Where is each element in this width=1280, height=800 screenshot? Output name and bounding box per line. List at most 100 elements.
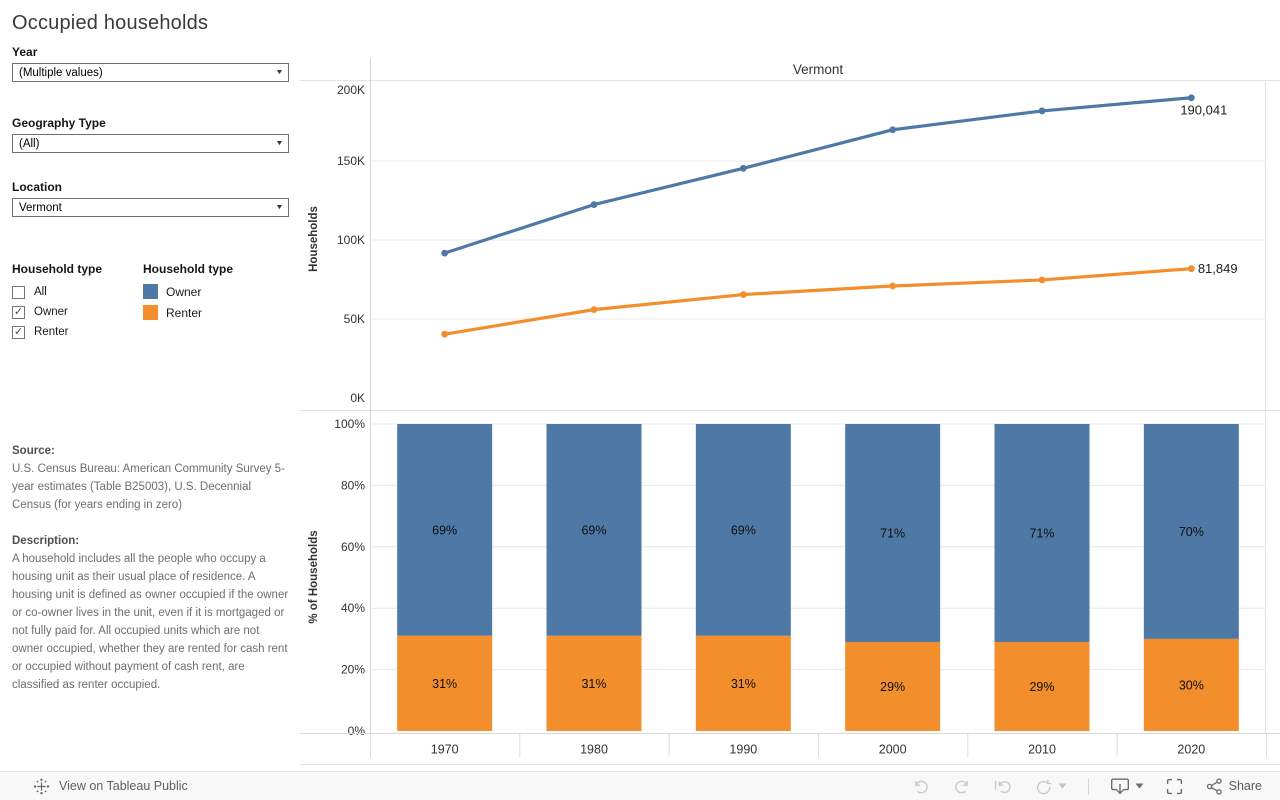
geography-filter-label: Geography Type [12,116,106,130]
fullscreen-button[interactable] [1165,777,1184,796]
household-option-renter[interactable]: ✓ Renter [12,322,132,342]
location-dropdown[interactable]: Vermont ▼ [12,198,289,217]
bar-owner-1990[interactable] [695,424,791,636]
line-point-owner-1970[interactable] [441,249,449,257]
line-point-owner-1980[interactable] [590,201,598,209]
household-type-filter: Household type All ✓ Owner ✓ Renter [12,262,132,342]
bar-owner-1980[interactable] [546,424,642,636]
checkbox-label: All [34,286,47,298]
line-point-owner-2020[interactable] [1187,94,1195,102]
filter-year: Year (Multiple values) ▼ [12,45,289,82]
checkbox-unchecked-icon[interactable] [12,285,25,299]
chevron-down-icon: ▼ [275,140,284,147]
bar-renter-2020[interactable] [1143,638,1239,731]
refresh-button[interactable] [1034,778,1067,795]
y-tick-label: 200K [337,83,365,97]
reset-button[interactable] [993,778,1013,795]
undo-button[interactable] [911,778,931,795]
legend-item-label: Owner [166,284,202,299]
household-filter-label: Household type [12,262,103,276]
line-point-renter-2010[interactable] [1038,276,1046,284]
fullscreen-icon [1166,778,1182,794]
bar-renter-1990[interactable] [695,635,791,731]
view-on-tableau-public-button[interactable]: View on Tableau Public [33,778,188,795]
year-dropdown[interactable]: (Multiple values) ▼ [12,63,289,82]
legend-swatch-icon [143,284,158,299]
chevron-down-icon: ▼ [275,204,284,211]
share-button[interactable]: Share [1205,777,1262,796]
legend-item-renter[interactable]: Renter [143,302,283,323]
household-option-all[interactable]: All [12,282,132,302]
bar-renter-label: 30% [1179,678,1204,692]
bar-renter-2010[interactable] [994,641,1090,731]
undo-icon [914,780,928,793]
source-text: U.S. Census Bureau: American Community S… [12,463,285,511]
bar-owner-1970[interactable] [397,424,493,636]
toolbar-divider [1087,777,1089,795]
y-tick-label: 0% [348,724,366,738]
bar-renter-1980[interactable] [546,635,642,731]
share-label: Share [1228,779,1262,793]
filter-location: Location Vermont ▼ [12,180,289,217]
y-axis-title-households: Households [308,206,320,272]
line-point-renter-1970[interactable] [441,330,449,338]
line-point-owner-2010[interactable] [1038,107,1046,115]
bar-renter-1970[interactable] [397,635,493,731]
bar-owner-2010[interactable] [994,424,1090,642]
source-note: Source: U.S. Census Bureau: American Com… [12,442,293,514]
y-tick-label: 50K [344,312,365,326]
year-filter-label: Year [12,45,38,59]
chevron-down-icon [1058,783,1067,789]
x-tick-label-1990: 1990 [729,743,757,757]
download-icon [1110,778,1129,795]
refresh-icon [1036,779,1051,794]
line-point-renter-1990[interactable] [739,291,747,298]
checkbox-label: Owner [34,306,68,318]
bar-renter-label: 29% [1029,680,1054,694]
bar-owner-2020[interactable] [1143,424,1239,639]
geography-dropdown-value: (All) [19,137,40,150]
x-tick-label-2010: 2010 [1028,743,1056,757]
bar-owner-label: 69% [581,523,606,537]
geography-dropdown[interactable]: (All) ▼ [12,134,289,153]
legend-label: Household type [143,262,234,276]
checkbox-checked-icon[interactable]: ✓ [12,305,25,319]
line-point-renter-2020[interactable] [1187,265,1195,273]
tableau-logo-icon [33,778,50,794]
y-tick-label: 150K [337,154,365,168]
x-tick-label-1980: 1980 [580,743,608,757]
bar-renter-label: 31% [731,677,756,691]
description-heading: Description: [12,535,80,547]
view-on-tableau-public-label: View on Tableau Public [59,779,188,793]
share-icon [1206,777,1222,795]
bar-renter-label: 31% [581,677,606,691]
line-series-renter [443,267,1193,336]
bar-owner-label: 71% [1029,526,1054,540]
y-tick-label: 20% [341,663,365,677]
redo-button[interactable] [952,778,972,795]
bar-owner-2000[interactable] [845,424,941,642]
y-tick-label: 100K [337,233,365,247]
chevron-down-icon: ▼ [275,69,284,76]
legend-item-owner[interactable]: Owner [143,281,283,302]
line-point-renter-1980[interactable] [590,306,598,314]
description-text: A household includes all the people who … [12,553,289,691]
source-heading: Source: [12,445,55,457]
line-point-renter-2000[interactable] [889,282,897,290]
toolbar-actions: Share [911,777,1262,796]
bar-renter-label: 29% [880,680,905,694]
household-type-legend: Household type Owner Renter [143,262,283,323]
redo-icon [954,780,968,793]
y-tick-label: 60% [341,540,365,554]
tableau-toolbar: View on Tableau Public [0,771,1280,800]
line-point-owner-2000[interactable] [889,126,897,134]
line-series-owner [443,96,1193,255]
household-option-owner[interactable]: ✓ Owner [12,302,132,322]
bar-owner-label: 69% [432,523,457,537]
y-tick-label: 0K [350,391,365,405]
line-point-owner-1990[interactable] [739,164,747,172]
bar-renter-2000[interactable] [845,641,941,731]
checkbox-checked-icon[interactable]: ✓ [12,325,25,339]
download-button[interactable] [1110,777,1144,795]
chart-region: 0K 50K 100K 150K 200K Households Vermont 0% 20% 4… [300,0,1280,771]
